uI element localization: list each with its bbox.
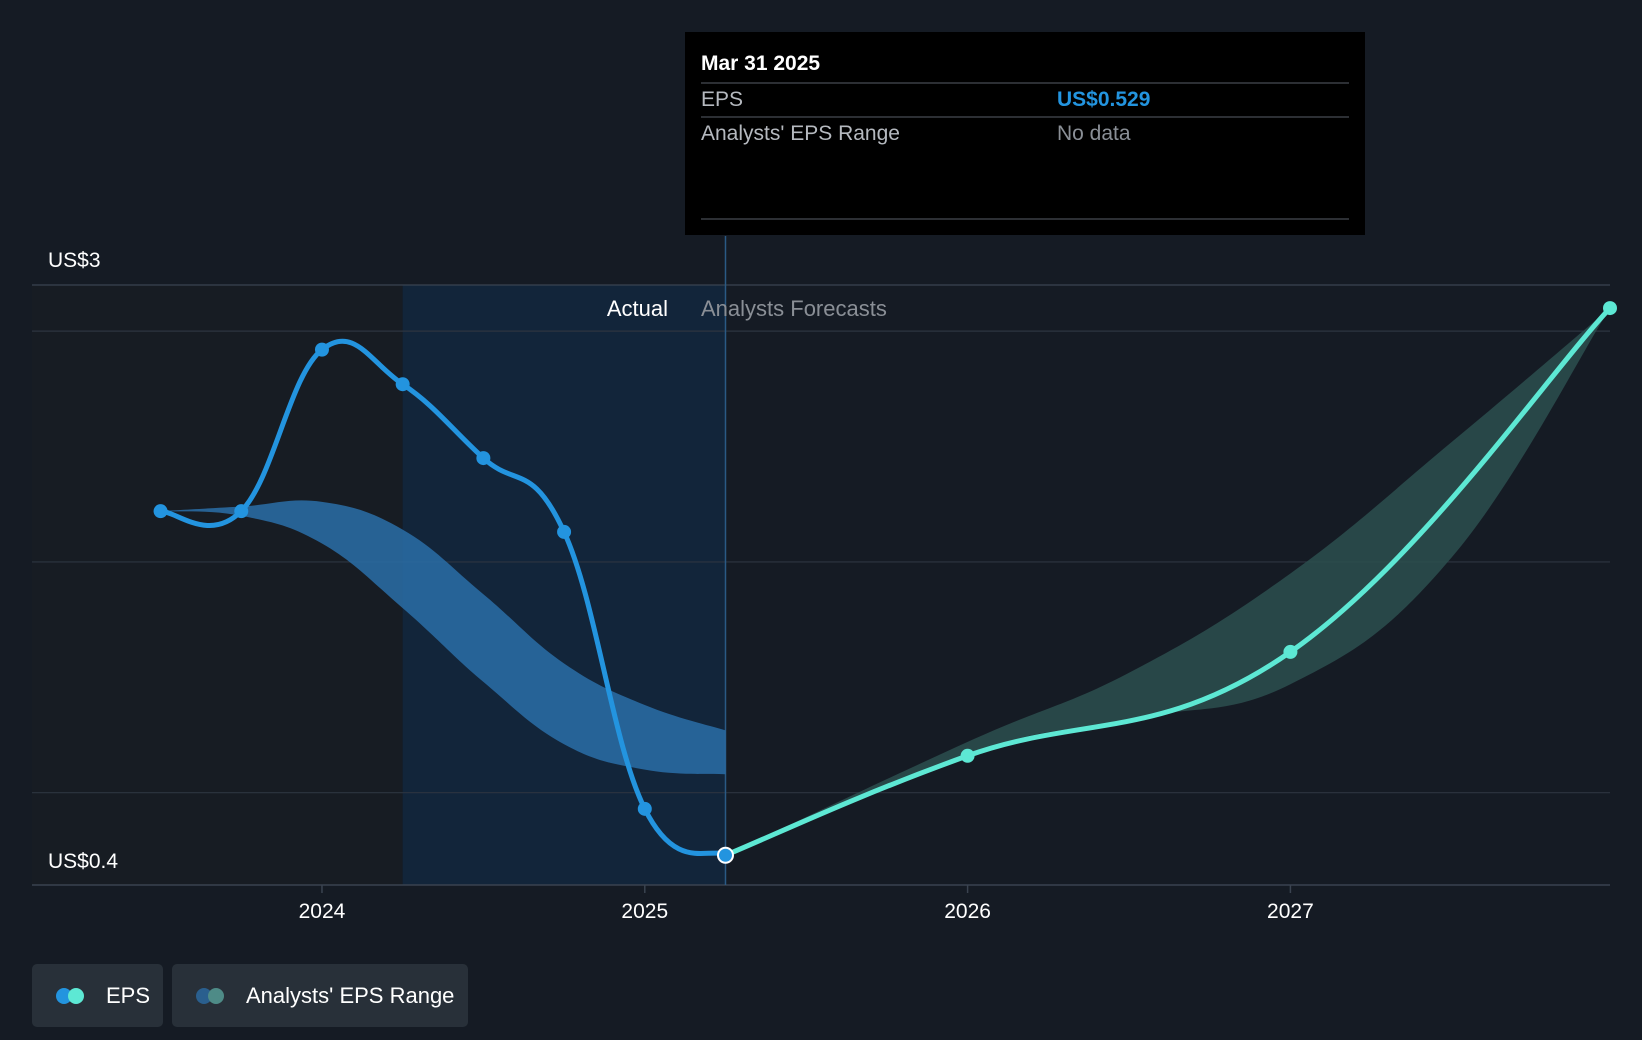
legend-label-eps: EPS xyxy=(106,982,151,1008)
eps-actual-point[interactable] xyxy=(476,451,491,466)
y-tick-label-top: US$3 xyxy=(48,249,101,272)
tooltip-eps-value: US$0.529 xyxy=(1057,88,1150,111)
tooltip: Mar 31 2025 EPS US$0.529 Analysts' EPS R… xyxy=(685,32,1365,235)
legend-label-eps-range: Analysts' EPS Range xyxy=(246,982,455,1008)
tooltip-background xyxy=(685,32,1365,235)
forecast-section-label: Analysts Forecasts xyxy=(701,296,887,321)
eps-range-areas xyxy=(160,308,1610,856)
legend-item-eps[interactable]: EPS xyxy=(32,964,163,1027)
eps-forecast-point[interactable] xyxy=(960,748,975,763)
tooltip-range-label: Analysts' EPS Range xyxy=(701,122,900,145)
actual-section-label: Actual xyxy=(607,296,668,321)
x-tick-label: 2026 xyxy=(944,900,991,923)
eps-line-actual xyxy=(158,338,728,858)
eps-forecast-point[interactable] xyxy=(1603,301,1617,316)
y-tick-label-bottom: US$0.4 xyxy=(48,850,118,873)
eps-line-forecast xyxy=(722,305,1613,858)
x-tick-label: 2027 xyxy=(1267,900,1314,923)
tooltip-eps-label: EPS xyxy=(701,88,743,111)
eps-actual-point[interactable] xyxy=(314,342,329,357)
eps-actual-point[interactable] xyxy=(234,504,249,519)
eps-actual-point[interactable] xyxy=(637,801,652,816)
eps-actual-point[interactable] xyxy=(395,377,410,392)
eps-dots-icon xyxy=(56,987,86,1004)
eps-range-area-forecast xyxy=(725,308,1610,856)
eps-points xyxy=(153,301,1617,864)
eps-range-area-actual xyxy=(160,500,726,775)
x-tick-label: 2025 xyxy=(621,900,668,923)
gridlines xyxy=(32,284,1610,886)
range-dots-icon xyxy=(196,987,226,1004)
eps-lines xyxy=(158,305,1613,858)
eps-actual-point[interactable] xyxy=(153,504,168,519)
tooltip-date: Mar 31 2025 xyxy=(701,52,820,75)
x-axis-ticks: 2024 2025 2026 2027 xyxy=(299,885,1314,923)
eps-highlighted-point[interactable] xyxy=(716,846,734,864)
tooltip-range-value: No data xyxy=(1057,122,1131,145)
x-tick-label: 2024 xyxy=(299,900,346,923)
eps-forecast-point[interactable] xyxy=(1283,644,1298,659)
pre-period-band xyxy=(32,285,403,885)
eps-actual-point[interactable] xyxy=(557,524,572,539)
legend-item-eps-range[interactable]: Analysts' EPS Range xyxy=(172,964,468,1027)
